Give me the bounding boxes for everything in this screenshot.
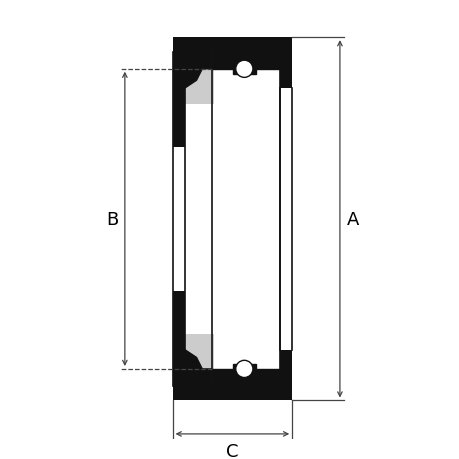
Circle shape [235, 360, 252, 378]
Polygon shape [177, 52, 212, 89]
Polygon shape [212, 364, 263, 386]
Bar [185, 52, 213, 105]
Text: B: B [106, 210, 118, 228]
Text: C: C [226, 442, 238, 459]
Bar [172, 38, 185, 148]
Bar [172, 38, 291, 52]
Circle shape [235, 61, 252, 78]
Polygon shape [212, 52, 263, 74]
Polygon shape [263, 369, 279, 386]
Polygon shape [263, 52, 279, 70]
Bar [172, 291, 185, 401]
Bar [185, 386, 279, 401]
Bar [172, 386, 291, 401]
Bar [185, 38, 279, 52]
Bar [279, 350, 291, 386]
Bar [185, 334, 213, 386]
Polygon shape [177, 350, 212, 386]
Bar [279, 52, 291, 89]
Text: A: A [346, 210, 358, 228]
